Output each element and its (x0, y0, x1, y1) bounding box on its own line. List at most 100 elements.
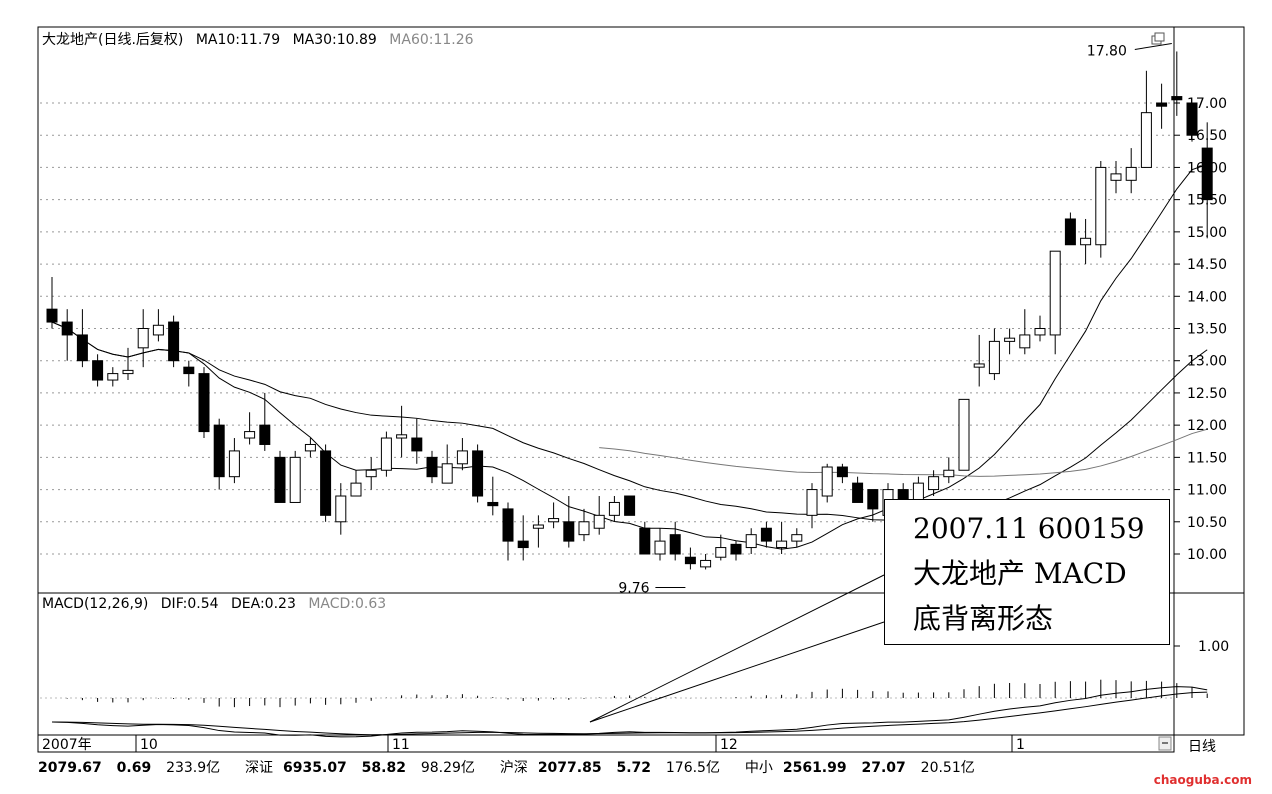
candle (396, 405, 408, 458)
candle (472, 444, 484, 503)
candle (791, 528, 803, 548)
y-tick-label: 12.00 (1187, 418, 1227, 434)
candle (228, 438, 240, 484)
price-annotation: 17.80 (1087, 42, 1172, 59)
candle (107, 367, 119, 387)
candle (487, 476, 499, 516)
candle (563, 496, 575, 548)
candle (426, 450, 438, 484)
callout-box: 2007.11 600159 大龙地产 MACD 底背离形态 (884, 499, 1170, 645)
price-annotation: 9.76 (618, 580, 686, 596)
candle (76, 309, 88, 368)
candle (745, 528, 757, 554)
candle (198, 367, 210, 439)
y-tick-label: 11.00 (1187, 483, 1227, 499)
candle (639, 521, 651, 555)
dif-line (51, 686, 1208, 738)
x-tick-label: 12 (720, 737, 738, 753)
status-bar: 2079.67 0.69 233.9亿 深证 6935.07 58.82 98.2… (38, 756, 1178, 780)
candle (411, 418, 423, 464)
candle (456, 438, 468, 471)
candle (548, 502, 560, 529)
candle (730, 541, 742, 561)
candle (760, 521, 772, 548)
status-item-2: 沪深 2077.85 5.72 176.5亿 (499, 760, 720, 776)
y-tick-label: 10.50 (1187, 515, 1227, 531)
candle (700, 554, 712, 570)
macd-header: MACD(12,26,9) DIF:0.54 DEA:0.23 MACD:0.6… (42, 596, 386, 612)
candle (1019, 309, 1031, 355)
moving-average-lines (51, 164, 1208, 550)
y-tick-label: 13.50 (1187, 322, 1227, 338)
candle (1080, 218, 1092, 265)
candle (274, 450, 286, 503)
ma30-line (51, 321, 1208, 524)
candle (928, 470, 940, 497)
ma10-line (51, 164, 1208, 550)
x-tick-label: 2007年 (42, 737, 92, 753)
candle (335, 483, 347, 535)
candle (168, 315, 180, 368)
candle (517, 515, 529, 561)
candle (669, 521, 681, 561)
candle (624, 495, 636, 516)
dea-line (51, 691, 1208, 736)
callout-line3: 底背离形态 (913, 602, 1054, 635)
candle (943, 457, 955, 484)
y-tick-label: 15.00 (1187, 225, 1227, 241)
candle (365, 457, 377, 490)
annotations: 17.80 9.76 (618, 42, 1172, 596)
candle (867, 489, 879, 522)
y-tick-label: 14.50 (1187, 257, 1227, 273)
candle (1140, 70, 1152, 168)
candle (1034, 315, 1046, 342)
candle (259, 392, 271, 451)
callout-pointer-lines (589, 574, 885, 723)
candle (988, 328, 1000, 381)
candle (304, 438, 316, 458)
candle (776, 521, 788, 554)
candle (578, 508, 590, 542)
macd-dea: DEA:0.23 (231, 596, 296, 612)
ma10-label: MA10:11.79 (195, 32, 281, 48)
candle (441, 444, 453, 484)
zoom-minus-icon[interactable] (1158, 736, 1172, 751)
candle (1156, 83, 1168, 129)
status-item-0: 2079.67 0.69 233.9亿 (38, 760, 221, 776)
status-item-1: 深证 6935.07 58.82 98.29亿 (245, 760, 475, 776)
candle (836, 463, 848, 484)
y-tick-label: 14.00 (1187, 289, 1227, 305)
candle (608, 496, 620, 522)
y-tick-label: 10.00 (1187, 547, 1227, 563)
chart-header: 大龙地产(日线.后复权) MA10:11.79 MA30:10.89 MA60:… (42, 29, 474, 49)
candle (92, 354, 104, 387)
x-tick-label: 10 (140, 737, 158, 753)
window-restore-icon[interactable] (1151, 32, 1165, 45)
y-tick-label: 12.50 (1187, 386, 1227, 402)
svg-text:17.80: 17.80 (1087, 43, 1127, 59)
y-tick-label: 16.50 (1187, 128, 1227, 144)
candle (1125, 148, 1137, 194)
candle (244, 412, 256, 445)
y-tick-label: 17.00 (1187, 96, 1227, 112)
candle (1186, 102, 1198, 142)
macd-tick-label: 1.00 (1198, 639, 1229, 655)
y-tick-label: 15.50 (1187, 193, 1227, 209)
candle (1049, 250, 1061, 355)
candle (1201, 122, 1213, 239)
ma60-label: MA60:11.26 (389, 32, 474, 48)
candle (684, 547, 696, 570)
period-label[interactable]: 日线 (1188, 739, 1216, 755)
candle (852, 476, 864, 503)
candle (137, 309, 149, 368)
candle (46, 276, 58, 329)
time-axis: 2007年 10 11 12 1 (37, 735, 1025, 753)
y-tick-label: 16.00 (1187, 160, 1227, 176)
callout-line1: 2007.11 600159 (913, 512, 1145, 545)
candle (1004, 328, 1016, 355)
y-tick-label: 13.00 (1187, 354, 1227, 370)
ma60-line (599, 428, 1208, 477)
candle (1095, 160, 1107, 258)
y-tick-label: 11.50 (1187, 450, 1227, 466)
